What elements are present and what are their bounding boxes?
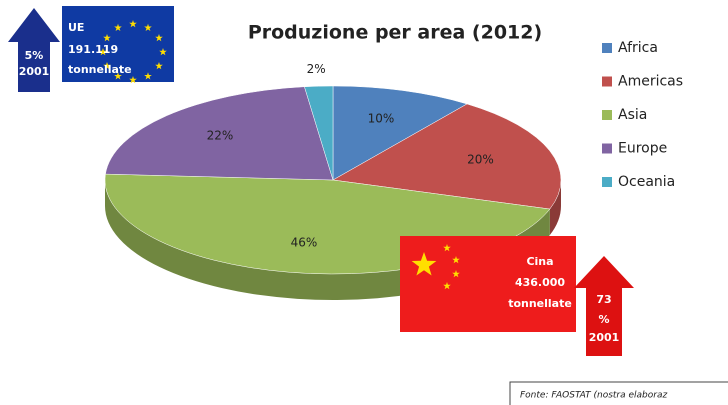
slice — [332, 85, 468, 181]
eu-stars — [99, 20, 167, 84]
legend-label: Oceania — [618, 174, 675, 190]
slice — [105, 86, 334, 181]
star — [443, 244, 451, 252]
legend-label: Europe — [618, 141, 667, 157]
eu-amount: 191.119 — [68, 43, 118, 56]
star — [103, 34, 111, 42]
eu-arrow-year: 2001 — [19, 65, 50, 78]
china-arrow — [574, 256, 634, 356]
data-label: 22% — [207, 129, 234, 143]
china-arrow-year: 2001 — [589, 331, 620, 344]
legend-label: Asia — [618, 107, 647, 123]
chart-title: Produzione per area (2012) — [248, 22, 542, 44]
star — [155, 34, 163, 42]
star — [144, 72, 152, 80]
star — [452, 270, 460, 278]
eu-unit: tonnellate — [68, 63, 132, 76]
china-arrow-pct: 73 — [596, 293, 611, 306]
data-label: 20% — [467, 153, 494, 167]
star — [99, 48, 107, 56]
legend-swatch — [602, 177, 612, 187]
star — [155, 62, 163, 70]
star — [129, 76, 137, 84]
source-box — [509, 381, 728, 405]
legend-swatch — [602, 76, 612, 87]
star — [144, 23, 152, 31]
legend-swatch — [602, 143, 612, 154]
star — [103, 62, 111, 70]
star — [452, 256, 460, 264]
star — [114, 72, 122, 80]
eu-arrow-pct: 5% — [25, 49, 44, 62]
data-label: 46% — [291, 235, 318, 249]
legend: Africa Americas Asia Europe Oceania — [602, 40, 683, 190]
china-unit: tonnellate — [508, 297, 572, 310]
legend-label: Africa — [618, 40, 658, 56]
slice — [304, 85, 334, 181]
legend-label: Americas — [618, 74, 683, 90]
star — [129, 20, 137, 28]
source: Fonte: FAOSTAT (nostra elaboraz — [520, 391, 667, 401]
china-amount: 436.000 — [515, 276, 565, 289]
star — [443, 282, 451, 290]
china-flag — [400, 236, 576, 332]
data-label: 10% — [368, 112, 395, 126]
data-label: 2% — [307, 62, 326, 76]
star — [114, 23, 122, 31]
eu-flag — [62, 6, 174, 82]
star — [159, 48, 167, 56]
china-stars — [411, 244, 460, 290]
slice-side — [549, 180, 561, 236]
eu-arrow — [8, 8, 60, 92]
legend-swatch — [602, 110, 612, 120]
legend-swatch — [602, 43, 612, 53]
china-arrow-sign: % — [598, 313, 609, 326]
slice — [332, 103, 562, 210]
eu-label: UE — [68, 21, 84, 34]
star — [411, 252, 437, 276]
china-label: Cina — [526, 255, 553, 268]
